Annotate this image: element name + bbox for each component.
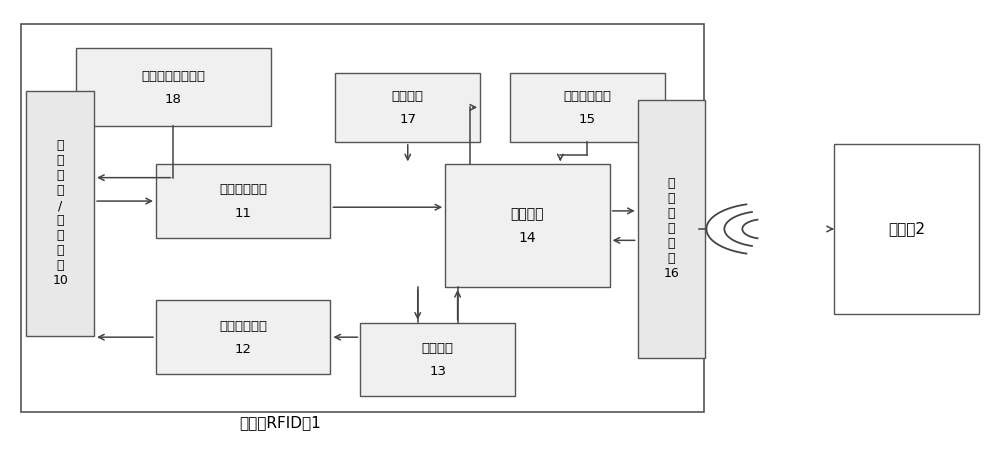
Text: 11: 11: [235, 207, 252, 220]
Text: 17: 17: [399, 113, 416, 126]
Text: 提示单元: 提示单元: [392, 90, 424, 103]
Text: 处理单元: 处理单元: [511, 207, 544, 221]
Bar: [21, 24, 704, 412]
Bar: [335, 73, 480, 142]
Text: 通讯触发单元: 通讯触发单元: [563, 90, 611, 103]
Text: 语
音
输
入
/
输
出
单
元
10: 语 音 输 入 / 输 出 单 元 10: [52, 139, 68, 287]
Text: 存储单元: 存储单元: [422, 342, 454, 355]
Text: 主动式RFID卡1: 主动式RFID卡1: [240, 416, 321, 431]
Bar: [76, 48, 271, 126]
Bar: [445, 164, 610, 287]
Bar: [834, 144, 979, 314]
Bar: [156, 164, 330, 238]
Bar: [638, 100, 705, 358]
Text: 语音重放触发单元: 语音重放触发单元: [141, 70, 205, 83]
Text: 语音译码单元: 语音译码单元: [219, 320, 267, 333]
Text: 射
频
收
发
单
元
16: 射 频 收 发 单 元 16: [664, 177, 679, 281]
Bar: [510, 73, 665, 142]
Text: 13: 13: [429, 365, 446, 379]
Bar: [156, 300, 330, 374]
Bar: [26, 91, 94, 336]
Text: 语音编码单元: 语音编码单元: [219, 184, 267, 196]
Text: 18: 18: [165, 93, 182, 106]
Text: 12: 12: [235, 343, 252, 356]
Text: 14: 14: [519, 231, 536, 245]
Text: 15: 15: [579, 113, 596, 126]
Bar: [360, 323, 515, 396]
Text: 读卡器2: 读卡器2: [888, 221, 925, 237]
